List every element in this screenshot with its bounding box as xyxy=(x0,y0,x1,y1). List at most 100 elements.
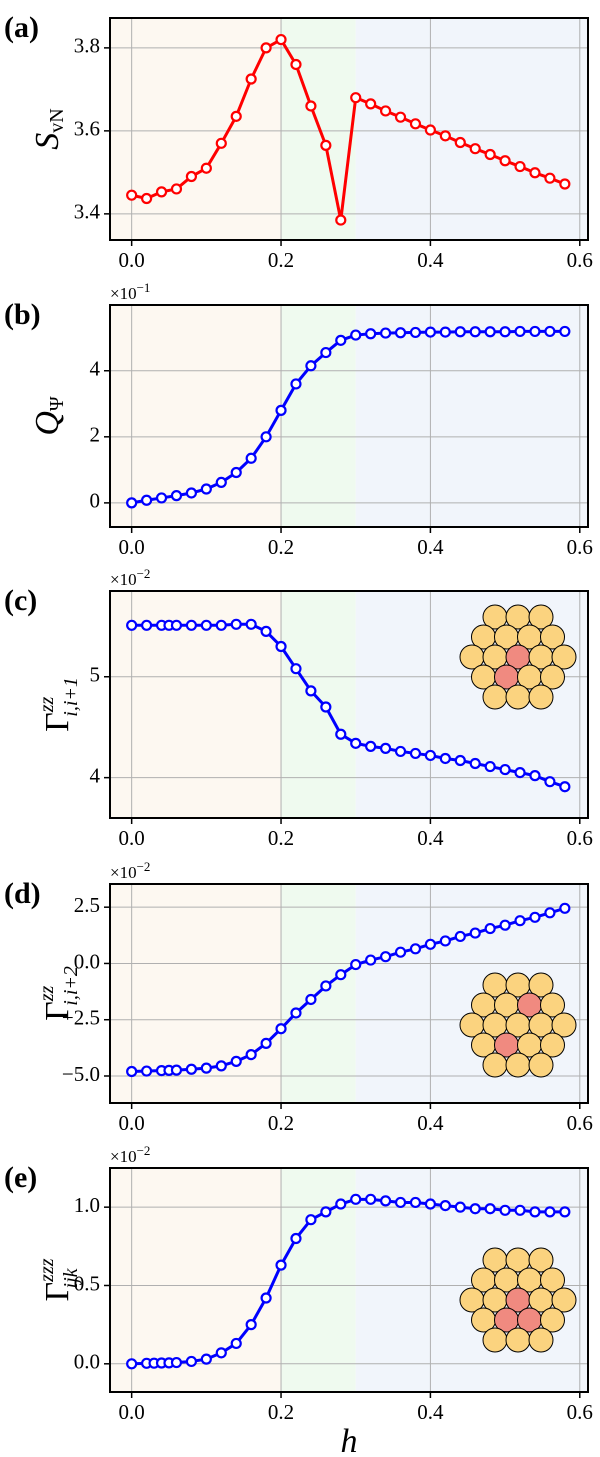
x-tick-label: 0.0 xyxy=(119,1111,145,1135)
y-tick-label: 2.5 xyxy=(74,893,100,917)
panel-label: (b) xyxy=(4,298,41,331)
data-point xyxy=(559,781,571,793)
y-axis-label: Γzz i,i+1 xyxy=(36,677,82,732)
y-tick-label: 4 xyxy=(90,357,101,381)
plot-area xyxy=(110,1168,588,1392)
data-point xyxy=(245,452,257,464)
axes-frame xyxy=(109,17,589,241)
y-label-main: S xyxy=(29,133,66,150)
panel: 0.0 0.2 0.4 0.6 −5.0 −2.5 0.0 2.5 (d) Γzz i,i+2 ×10… xyxy=(4,859,593,1135)
data-point xyxy=(499,1204,511,1216)
y-tick-label: 3.4 xyxy=(74,200,101,224)
data-point xyxy=(544,1206,556,1218)
data-point xyxy=(514,1204,526,1216)
offset-exponent: −2 xyxy=(137,859,151,874)
data-point xyxy=(230,1055,242,1067)
y-tick-label: 3.8 xyxy=(74,34,100,58)
axes-frame xyxy=(109,883,589,1104)
y-tick-label: 1.0 xyxy=(74,1193,100,1217)
y-label-main: Γ xyxy=(39,712,76,732)
data-point xyxy=(200,162,212,174)
data-point xyxy=(424,749,437,762)
data-point xyxy=(365,740,377,752)
y-label-main: Γ xyxy=(39,1282,76,1302)
lattice-site xyxy=(540,992,565,1018)
panel-label: (c) xyxy=(4,584,37,617)
x-tick-label: 0.2 xyxy=(268,1111,294,1135)
data-point xyxy=(454,930,466,943)
y-label-sub: Ψ xyxy=(46,396,68,411)
data-point xyxy=(454,326,466,338)
data-point xyxy=(439,1199,451,1212)
data-point xyxy=(379,327,392,339)
data-point xyxy=(409,118,422,130)
panel-label: (e) xyxy=(4,1161,37,1194)
y-axis-label: Γzzz ijk xyxy=(36,1258,82,1301)
lattice-site xyxy=(482,1052,508,1078)
data-point xyxy=(275,1023,287,1035)
x-tick-label: 0.4 xyxy=(417,535,444,559)
data-point xyxy=(394,111,407,123)
data-point xyxy=(140,619,153,631)
data-point xyxy=(230,1337,242,1350)
data-point xyxy=(200,1062,212,1074)
y-label-sup: zzz xyxy=(36,1258,58,1283)
y-label-main: Q xyxy=(29,411,66,436)
data-point xyxy=(200,1353,212,1365)
data-point xyxy=(290,378,302,390)
data-point xyxy=(335,334,347,346)
x-tick-label: 0.4 xyxy=(417,826,444,850)
lattice-site xyxy=(540,1032,565,1058)
x-tick-label: 0.6 xyxy=(567,535,593,559)
data-point xyxy=(185,170,198,183)
y-axis-label: SvN xyxy=(29,108,68,149)
data-point xyxy=(245,1319,257,1331)
data-point xyxy=(305,685,317,697)
data-point xyxy=(260,431,272,443)
lattice-site xyxy=(505,684,531,710)
data-point xyxy=(394,1196,407,1209)
data-point xyxy=(529,1206,541,1218)
lattice-site xyxy=(528,684,554,710)
data-point xyxy=(514,325,526,338)
lattice-site xyxy=(540,664,565,690)
data-point xyxy=(335,969,347,981)
data-point xyxy=(514,160,526,173)
data-point xyxy=(200,619,212,631)
lattice-site xyxy=(551,1012,577,1038)
data-point xyxy=(439,935,451,947)
panel: 0.0 0.2 0.4 0.6 0 2 4 (b) QΨ ×10−1 xyxy=(4,280,593,559)
data-point xyxy=(409,1196,422,1209)
data-point xyxy=(409,943,422,955)
lattice-site xyxy=(528,1327,554,1353)
data-point xyxy=(170,1356,183,1369)
data-point xyxy=(350,737,362,749)
data-point xyxy=(126,189,138,201)
lattice-site xyxy=(482,1327,508,1353)
data-point xyxy=(454,754,466,767)
offset-text: ×10−2 xyxy=(110,859,150,882)
data-point xyxy=(320,701,332,713)
data-point xyxy=(305,360,317,372)
lattice-site xyxy=(551,1287,577,1313)
y-label-sub: i,i+2 xyxy=(60,966,82,1006)
data-point xyxy=(350,958,362,971)
data-point xyxy=(559,325,571,338)
data-point xyxy=(200,483,212,495)
data-point xyxy=(484,326,496,338)
data-point xyxy=(230,466,242,479)
y-tick-label: 2 xyxy=(90,423,101,447)
data-point xyxy=(424,1198,437,1210)
x-tick-label: 0.6 xyxy=(567,1111,593,1135)
data-point xyxy=(320,139,332,151)
data-point xyxy=(155,186,168,198)
data-point xyxy=(499,919,511,931)
y-label-sub: vN xyxy=(46,108,68,132)
data-point xyxy=(290,1007,302,1019)
y-tick-label: 4 xyxy=(90,763,101,787)
y-axis-label: QΨ xyxy=(29,396,68,436)
data-point xyxy=(320,1206,332,1218)
data-point xyxy=(529,325,541,338)
x-tick-label: 0.4 xyxy=(417,248,444,272)
